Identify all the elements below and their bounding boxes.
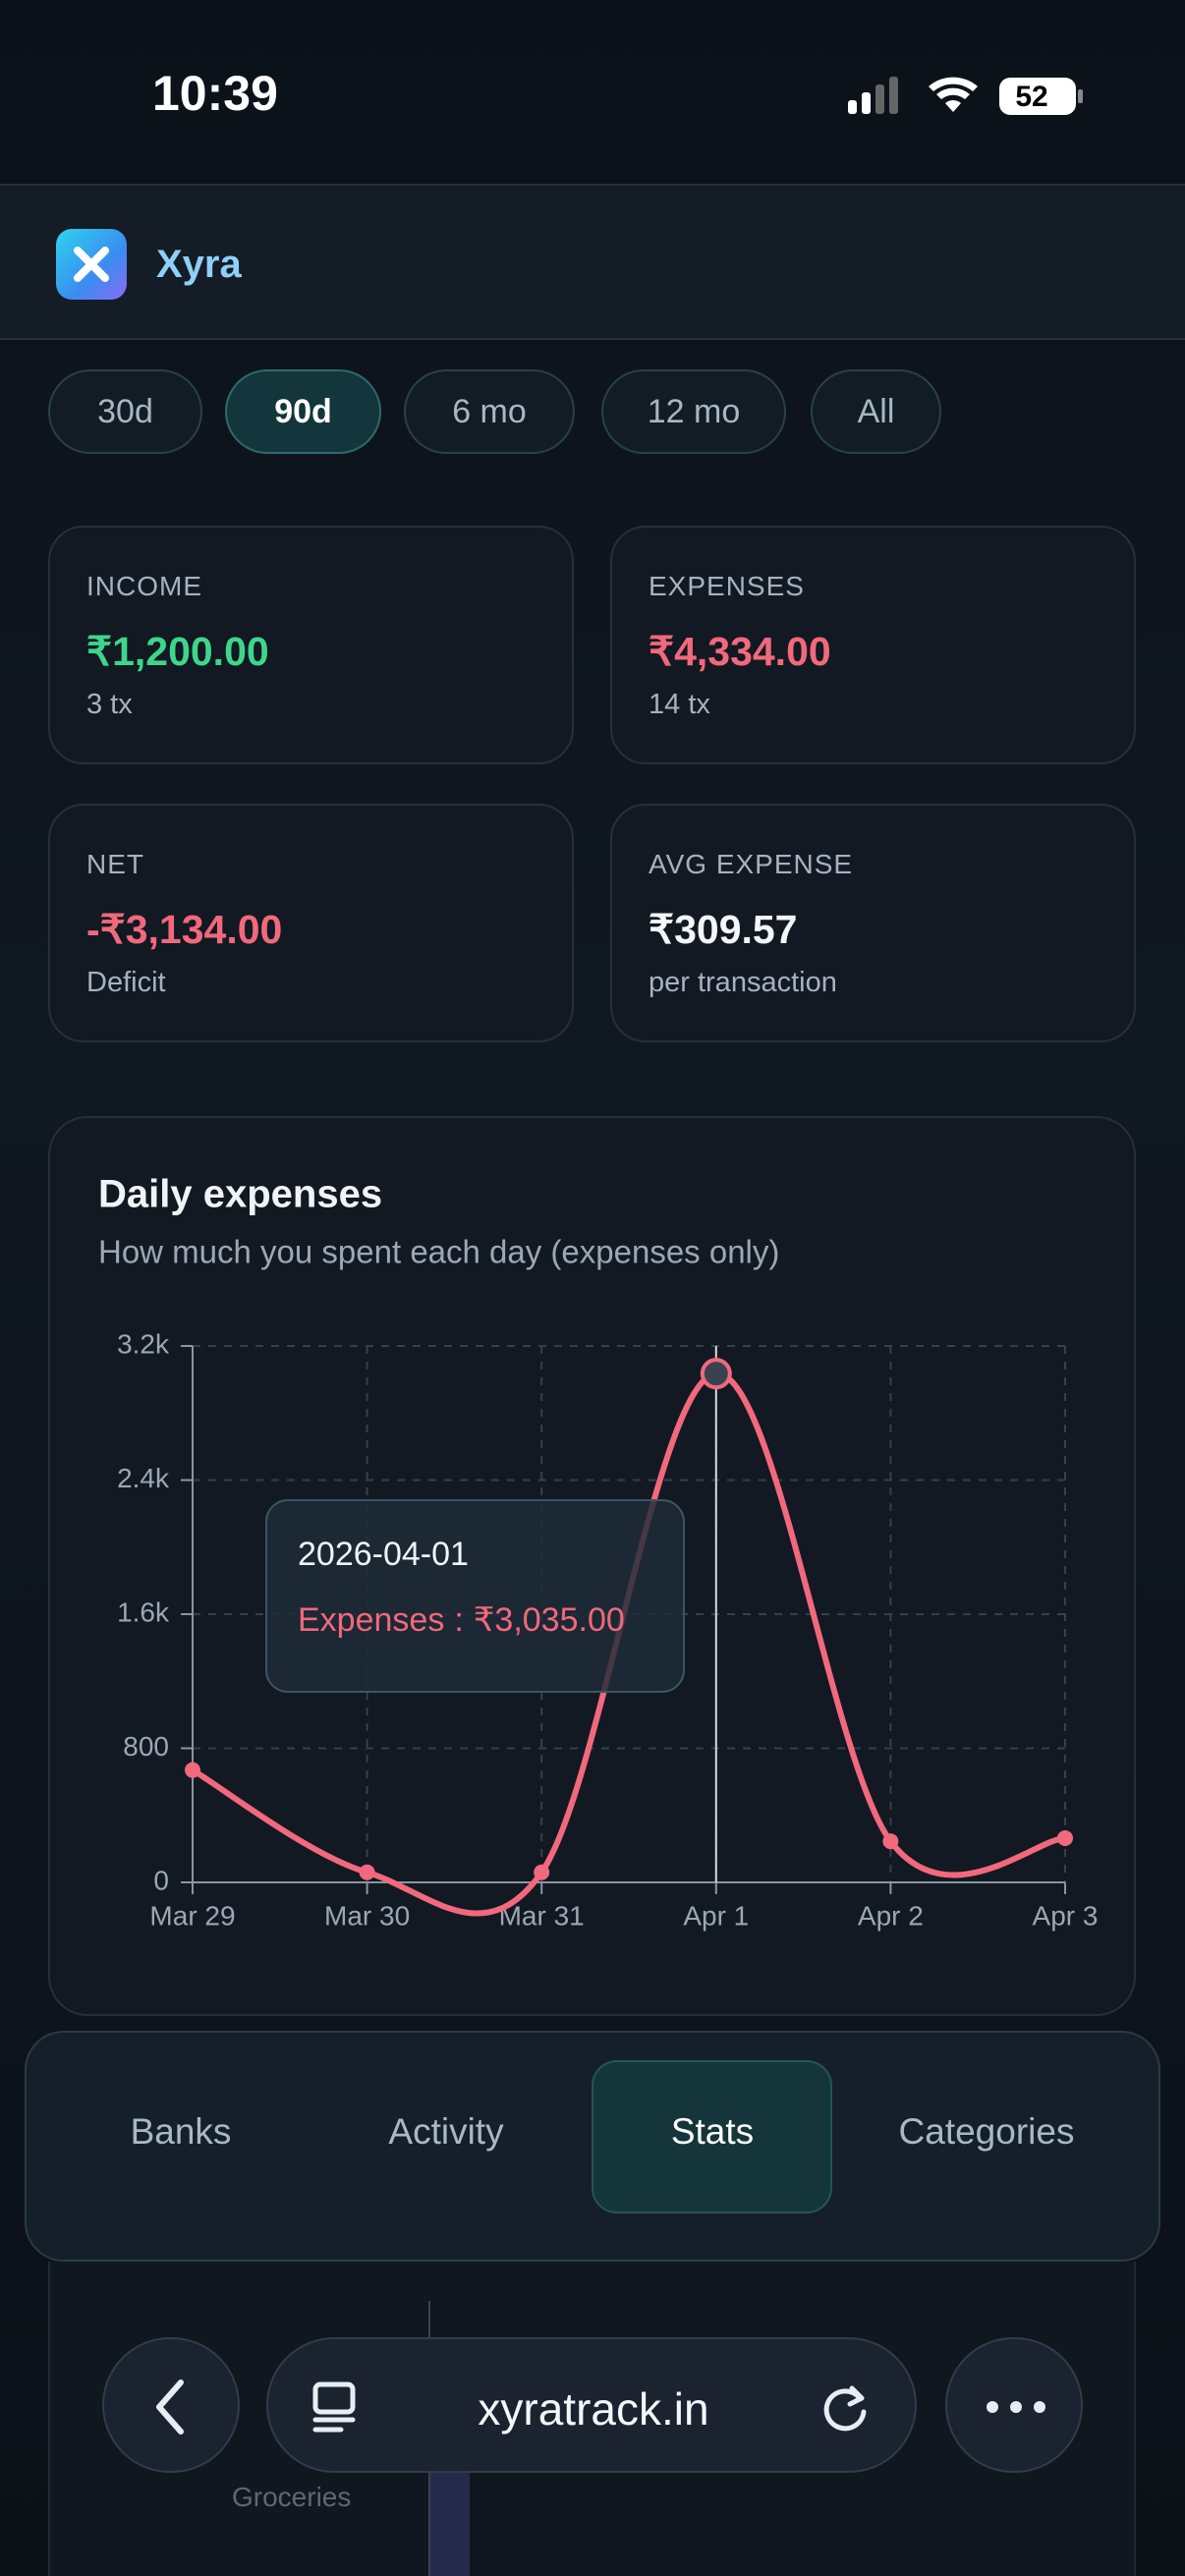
card-sub: 14 tx bbox=[649, 689, 710, 720]
background-bar bbox=[430, 2458, 470, 2576]
reload-icon bbox=[823, 2385, 867, 2432]
url-text: xyratrack.in bbox=[478, 2383, 709, 2435]
tooltip-value: ₹3,035.00 bbox=[474, 1601, 625, 1639]
y-tick-label: 800 bbox=[123, 1731, 169, 1762]
battery-level: 52 bbox=[1015, 81, 1047, 113]
card-value: ₹309.57 bbox=[649, 907, 798, 952]
tooltip-text: Expenses: ₹3,035.00 bbox=[298, 1601, 625, 1639]
tooltip-series: Expenses bbox=[298, 1601, 444, 1639]
active-point bbox=[700, 1358, 732, 1390]
x-tick-label: Mar 31 bbox=[499, 1900, 585, 1931]
app-logo[interactable] bbox=[56, 229, 127, 300]
app-name[interactable]: Xyra bbox=[156, 243, 242, 286]
point bbox=[185, 1762, 200, 1778]
y-tick-label: 3.2k bbox=[117, 1328, 170, 1359]
tab[interactable]: Categories bbox=[898, 2111, 1075, 2152]
background-label: Groceries bbox=[232, 2482, 352, 2512]
filter-pill[interactable]: 12 mo bbox=[601, 369, 786, 454]
card-sub: Deficit bbox=[86, 967, 166, 998]
card-label: NET bbox=[86, 849, 144, 879]
more-icon bbox=[987, 2401, 1045, 2413]
card-label: EXPENSES bbox=[649, 571, 805, 601]
card-label: INCOME bbox=[86, 571, 202, 601]
y-tick-label: 0 bbox=[153, 1865, 169, 1895]
tab[interactable]: Activity bbox=[388, 2111, 504, 2152]
card-sub: per transaction bbox=[649, 967, 837, 998]
point bbox=[359, 1864, 375, 1880]
tooltip: 2026-04-01 Expenses: ₹3,035.00 bbox=[265, 1499, 685, 1693]
stat-card: AVG EXPENSE ₹309.57 per transaction bbox=[610, 804, 1136, 1042]
x-tick-label: Apr 3 bbox=[1033, 1900, 1099, 1931]
back-icon bbox=[156, 2380, 184, 2435]
stat-card: NET -₹3,134.00 Deficit bbox=[48, 804, 574, 1042]
logo-icon bbox=[74, 247, 109, 282]
card-value: ₹1,200.00 bbox=[86, 629, 269, 674]
x-tick-label: Apr 1 bbox=[683, 1900, 749, 1931]
tab-bar: Banks Activity Stats Categories bbox=[25, 2031, 1160, 2262]
card-label: AVG EXPENSE bbox=[649, 849, 854, 879]
tooltip-separator: : bbox=[454, 1601, 463, 1639]
card-value: -₹3,134.00 bbox=[86, 907, 283, 952]
x-tick-label: Apr 2 bbox=[858, 1900, 924, 1931]
tooltip-box bbox=[265, 1499, 685, 1693]
tooltip-title: 2026-04-01 bbox=[298, 1536, 469, 1573]
card-value: ₹4,334.00 bbox=[649, 629, 831, 674]
chart-card: Daily expenses How much you spent each d… bbox=[48, 1116, 1136, 2016]
filter-pill-active[interactable]: 90d bbox=[225, 369, 381, 454]
y-tick-label: 2.4k bbox=[117, 1463, 170, 1493]
status-time: 10:39 bbox=[152, 66, 278, 121]
app-header: Xyra bbox=[0, 184, 1185, 340]
back-button[interactable] bbox=[102, 2337, 240, 2473]
more-button[interactable] bbox=[945, 2337, 1083, 2473]
tab[interactable]: Banks bbox=[130, 2111, 232, 2152]
x-tick-label: Mar 29 bbox=[149, 1900, 235, 1931]
filter-pill[interactable]: All bbox=[811, 369, 941, 454]
y-tick-label: 1.6k bbox=[117, 1596, 170, 1627]
status-icons: 52 bbox=[848, 77, 1083, 115]
stat-card: EXPENSES ₹4,334.00 14 tx bbox=[610, 526, 1136, 764]
point bbox=[1057, 1829, 1073, 1846]
filter-pill[interactable]: 6 mo bbox=[404, 369, 575, 454]
x-tick-label: Mar 30 bbox=[324, 1900, 410, 1931]
url-bar[interactable]: xyratrack.in bbox=[266, 2337, 917, 2473]
tab-active[interactable]: Stats bbox=[670, 2111, 755, 2152]
filter-pill[interactable]: 30d bbox=[48, 369, 202, 454]
point bbox=[534, 1864, 550, 1880]
stat-card: INCOME ₹1,200.00 3 tx bbox=[48, 526, 574, 764]
chart-title: Daily expenses bbox=[98, 1173, 382, 1216]
tab-highlight bbox=[592, 2060, 832, 2213]
point bbox=[882, 1833, 899, 1850]
tabs-icon bbox=[312, 2381, 356, 2433]
chart: Daily expenses How much you spent each d… bbox=[98, 1173, 1099, 1932]
card-sub: 3 tx bbox=[86, 689, 133, 720]
chart-subtitle: How much you spent each day (expenses on… bbox=[98, 1234, 779, 1270]
